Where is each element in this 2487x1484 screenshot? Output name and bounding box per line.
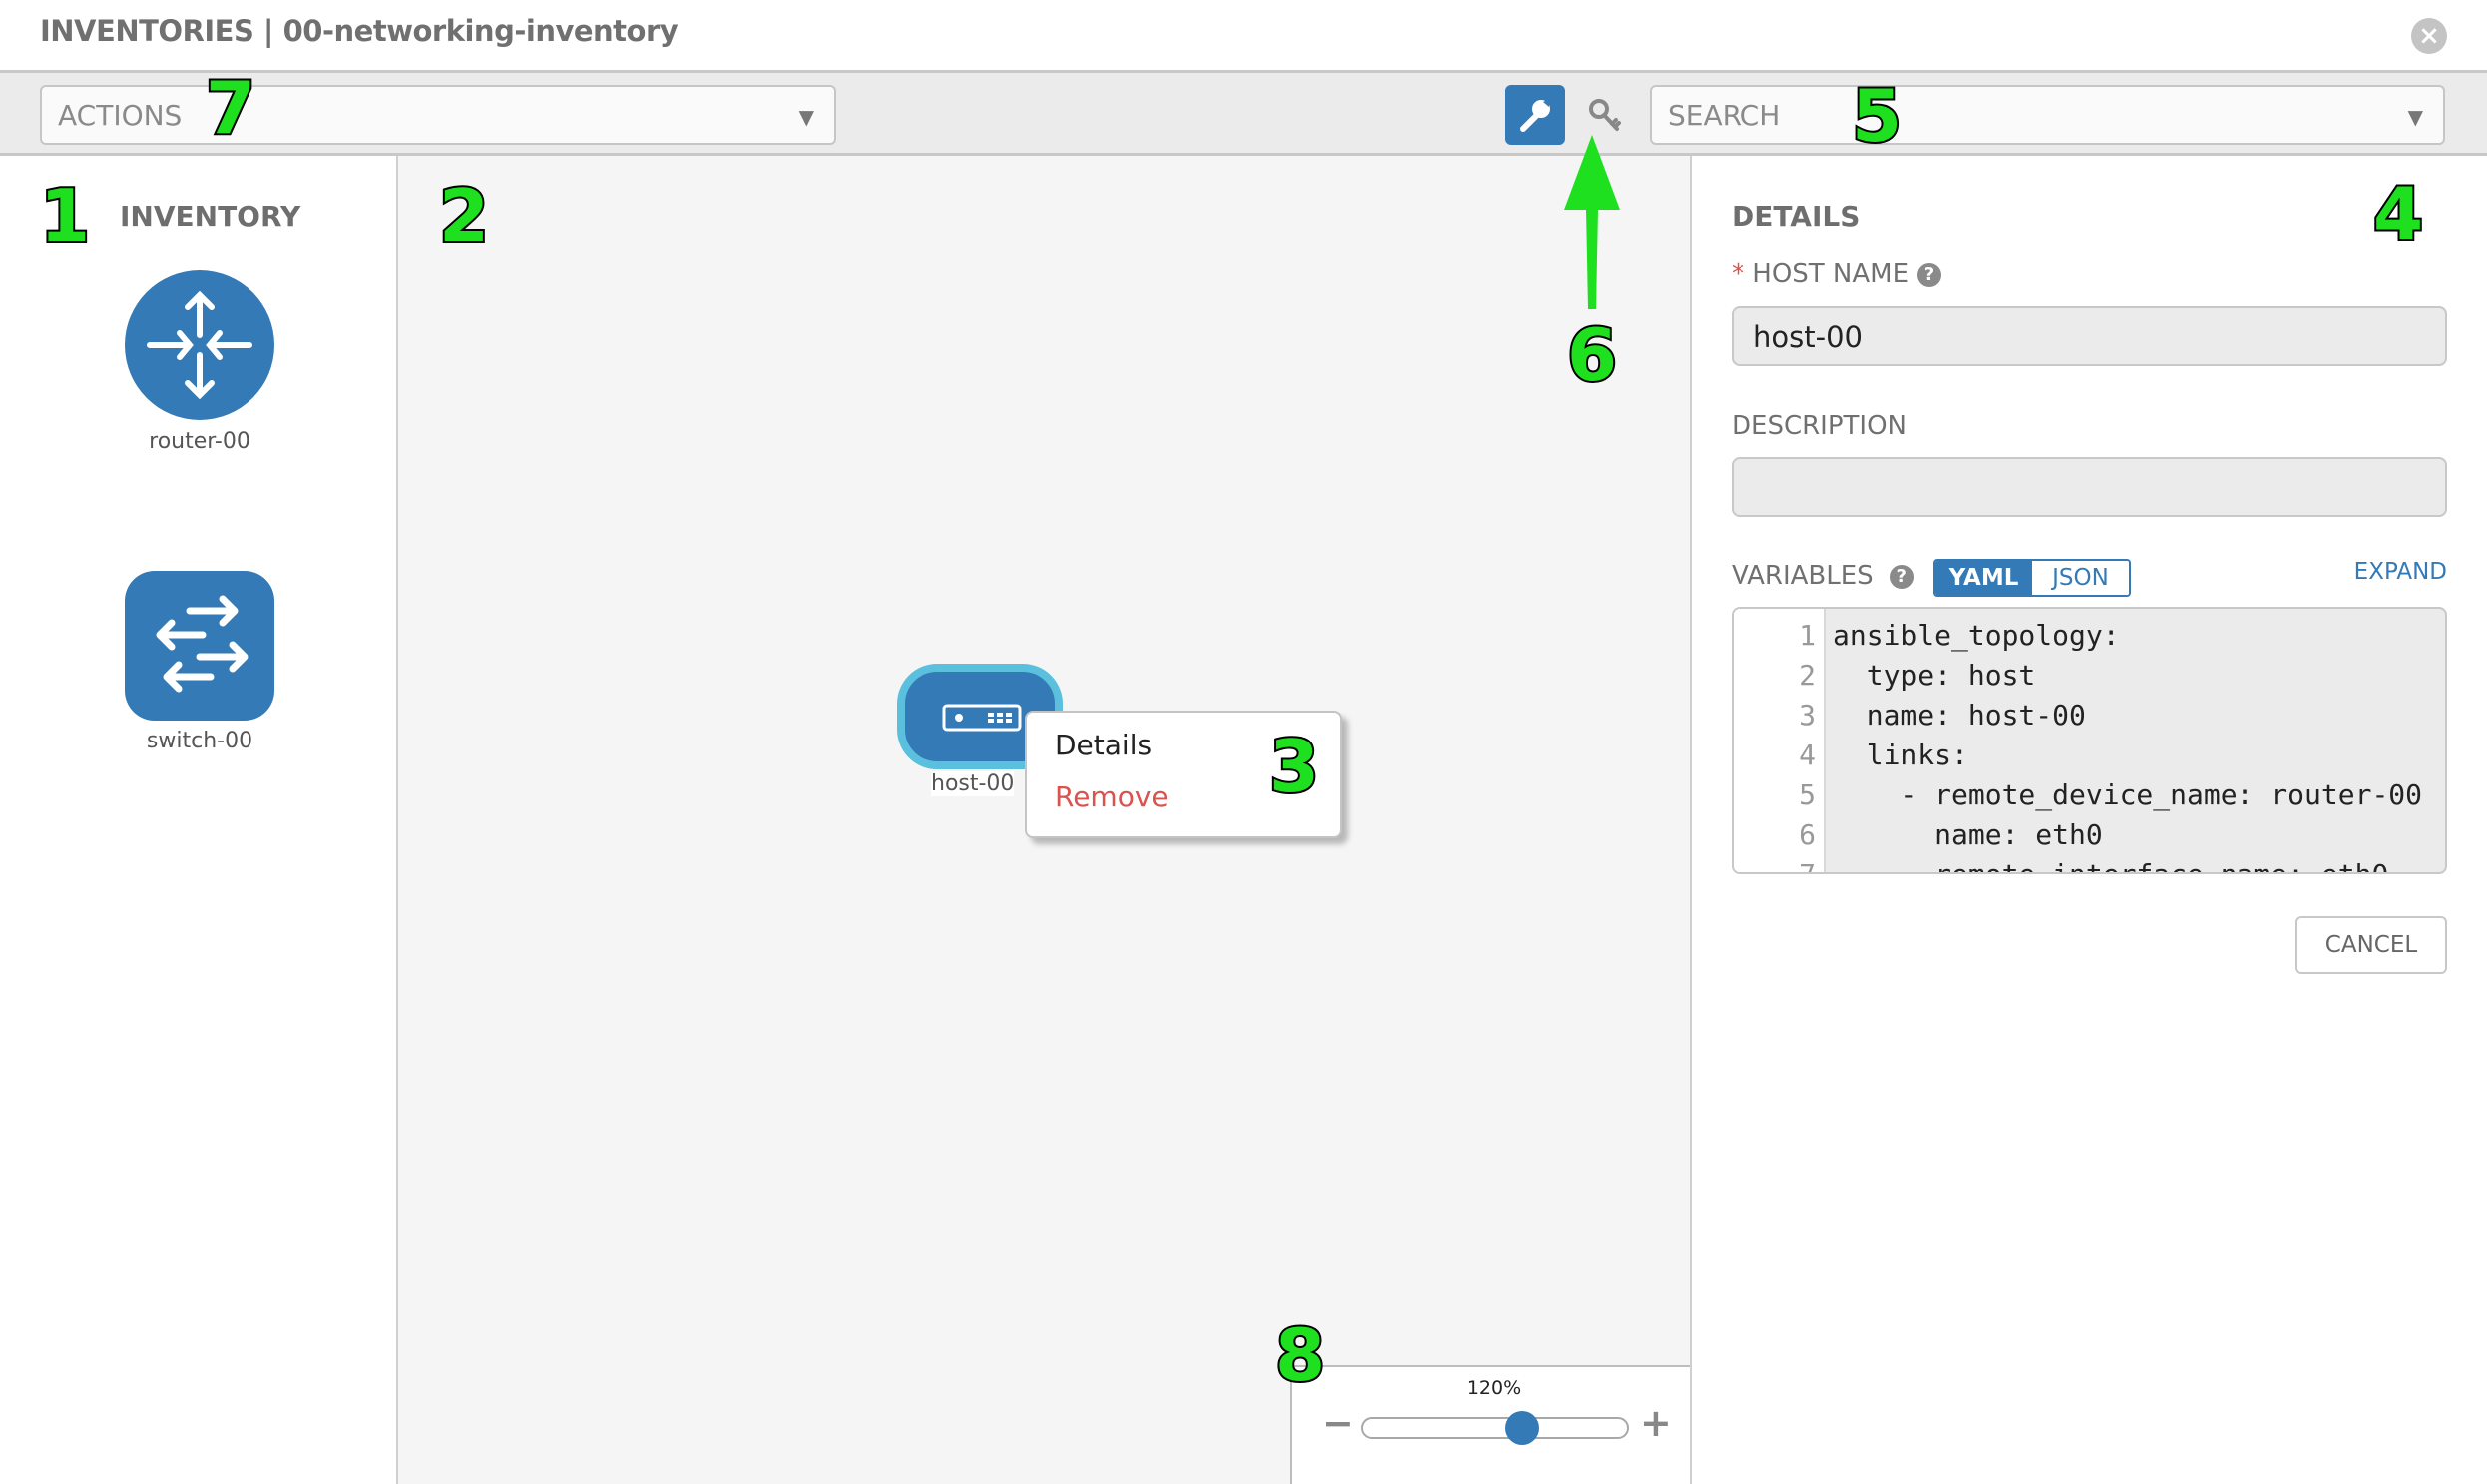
help-icon[interactable]: ?	[1889, 565, 1914, 589]
line-number: 1	[1799, 619, 1816, 652]
details-title: DETAILS	[1732, 200, 1861, 233]
line-number: 3	[1799, 699, 1816, 732]
server-icon	[942, 704, 1022, 732]
annotation-4: 4	[2371, 172, 2425, 255]
required-mark: *	[1732, 259, 1744, 289]
key-button[interactable]	[1585, 93, 1625, 137]
annotation-8: 8	[1273, 1313, 1327, 1397]
zoom-control: 120% − +	[1290, 1365, 1690, 1484]
router-label: router-00	[149, 429, 250, 454]
host-label: host-00	[931, 771, 1015, 796]
zoom-level: 120%	[1466, 1377, 1522, 1399]
zoom-out-button[interactable]: −	[1322, 1401, 1354, 1445]
router-icon	[125, 270, 274, 420]
line-number: 7	[1799, 858, 1816, 872]
code-line: name: eth0	[1833, 818, 2103, 851]
json-toggle[interactable]: JSON	[2032, 561, 2129, 595]
format-toggle: YAML JSON	[1933, 559, 2131, 597]
annotation-3: 3	[1267, 725, 1321, 808]
wrench-icon	[1520, 99, 1550, 132]
code-line: type: host	[1833, 659, 2036, 692]
annotation-arrow-icon	[1564, 135, 1620, 309]
line-number: 5	[1799, 778, 1816, 811]
chevron-down-icon: ▼	[798, 105, 814, 129]
switch-icon	[125, 571, 274, 721]
inventory-item-router[interactable]	[125, 270, 274, 420]
expand-link[interactable]: EXPAND	[2353, 559, 2447, 585]
host-name-input[interactable]: host-00	[1732, 306, 2447, 366]
zoom-in-button[interactable]: +	[1640, 1401, 1672, 1445]
inventory-item-switch[interactable]	[125, 571, 274, 721]
variables-label: VARIABLES?	[1732, 561, 1914, 591]
search-dropdown[interactable]: SEARCH ▼	[1650, 85, 2445, 145]
page-title: INVENTORIES | 00-networking-inventory	[40, 14, 679, 48]
zoom-slider[interactable]	[1361, 1417, 1629, 1439]
toolbar: ACTIONS ▼ SEARCH ▼	[0, 73, 2487, 156]
code-line: ansible_topology:	[1833, 619, 2120, 652]
key-icon	[1589, 99, 1621, 131]
code-line: remote_interface_name: eth0	[1833, 858, 2388, 872]
annotation-2: 2	[437, 174, 491, 257]
header: INVENTORIES | 00-networking-inventory ×	[0, 0, 2487, 73]
line-number: 6	[1799, 818, 1816, 851]
code-line: links:	[1833, 739, 1968, 771]
topology-canvas[interactable]: host-00 Details Remove 120% − +	[398, 156, 1690, 1484]
menu-item-details[interactable]: Details	[1055, 729, 1153, 761]
chevron-down-icon: ▼	[2407, 105, 2423, 129]
annotation-5: 5	[1850, 74, 1904, 158]
line-number: 2	[1799, 659, 1816, 692]
annotation-1: 1	[38, 174, 92, 257]
yaml-toggle[interactable]: YAML	[1935, 561, 2032, 595]
variables-editor[interactable]: 1 2 3 4 5 6 7 ansible_topology: type: host nam…	[1732, 607, 2447, 874]
details-panel: DETAILS * HOST NAME? host-00 DESCRIPTION…	[1690, 156, 2487, 1484]
cancel-button[interactable]: CANCEL	[2295, 916, 2447, 974]
context-menu: Details Remove	[1025, 711, 1342, 838]
annotation-7: 7	[204, 66, 257, 150]
host-name-label-text: HOST NAME	[1752, 259, 1910, 289]
line-numbers: 1 2 3 4 5 6 7	[1734, 609, 1826, 872]
host-name-label: * HOST NAME?	[1732, 259, 1942, 289]
code-line: - remote_device_name: router-00	[1833, 778, 2423, 811]
description-input[interactable]	[1732, 457, 2447, 517]
help-icon[interactable]: ?	[1917, 263, 1942, 287]
description-label: DESCRIPTION	[1732, 411, 1907, 441]
variables-label-text: VARIABLES	[1732, 561, 1874, 591]
actions-label: ACTIONS	[58, 99, 183, 132]
wrench-button[interactable]	[1505, 85, 1565, 145]
menu-item-remove[interactable]: Remove	[1055, 780, 1169, 813]
inventory-title: INVENTORY	[120, 200, 301, 233]
search-placeholder: SEARCH	[1668, 99, 1781, 132]
zoom-slider-handle[interactable]	[1504, 1411, 1539, 1445]
switch-label: switch-00	[146, 729, 253, 753]
close-icon[interactable]: ×	[2411, 18, 2447, 54]
annotation-6: 6	[1565, 313, 1619, 397]
line-number: 4	[1799, 739, 1816, 771]
code-line: name: host-00	[1833, 699, 2086, 732]
actions-dropdown[interactable]: ACTIONS ▼	[40, 85, 836, 145]
inventory-panel: INVENTORY router-00 switch-00	[0, 156, 398, 1484]
